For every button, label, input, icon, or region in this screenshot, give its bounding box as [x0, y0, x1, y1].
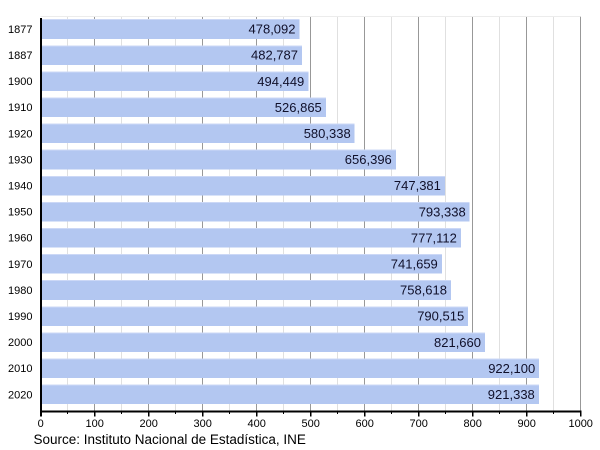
svg-text:1000: 1000 [568, 418, 592, 430]
svg-text:900: 900 [518, 418, 536, 430]
svg-text:580,338: 580,338 [304, 126, 351, 141]
svg-text:747,381: 747,381 [394, 178, 441, 193]
svg-text:1950: 1950 [8, 207, 32, 219]
svg-text:478,092: 478,092 [249, 22, 296, 37]
svg-text:482,787: 482,787 [251, 48, 298, 63]
svg-text:922,100: 922,100 [488, 361, 535, 376]
svg-text:777,112: 777,112 [411, 230, 457, 245]
svg-text:2000: 2000 [8, 337, 32, 349]
svg-text:793,338: 793,338 [419, 204, 466, 219]
svg-text:1920: 1920 [8, 128, 32, 140]
svg-text:821,660: 821,660 [434, 335, 481, 350]
svg-text:500: 500 [302, 418, 320, 430]
svg-text:200: 200 [140, 418, 158, 430]
svg-text:2010: 2010 [8, 363, 32, 375]
svg-text:0: 0 [38, 418, 44, 430]
svg-text:Source: Instituto Nacional de: Source: Instituto Nacional de Estadístic… [34, 432, 306, 447]
svg-text:494,449: 494,449 [257, 74, 304, 89]
svg-text:1970: 1970 [8, 259, 32, 271]
svg-text:1930: 1930 [8, 154, 32, 166]
svg-text:2020: 2020 [8, 389, 32, 401]
svg-text:600: 600 [356, 418, 374, 430]
svg-text:100: 100 [86, 418, 104, 430]
svg-text:1940: 1940 [8, 181, 32, 193]
svg-text:1980: 1980 [8, 285, 32, 297]
svg-text:656,396: 656,396 [345, 152, 392, 167]
svg-text:1960: 1960 [8, 233, 32, 245]
svg-text:758,618: 758,618 [400, 283, 447, 298]
svg-text:800: 800 [464, 418, 482, 430]
svg-text:526,865: 526,865 [275, 100, 322, 115]
svg-text:1900: 1900 [8, 76, 32, 88]
svg-text:300: 300 [194, 418, 212, 430]
svg-text:921,338: 921,338 [488, 387, 535, 402]
svg-text:1910: 1910 [8, 102, 32, 114]
svg-text:741,659: 741,659 [391, 257, 438, 272]
svg-text:400: 400 [248, 418, 266, 430]
svg-text:1887: 1887 [8, 50, 32, 62]
svg-text:1877: 1877 [8, 24, 32, 36]
svg-text:1990: 1990 [8, 311, 32, 323]
svg-text:700: 700 [410, 418, 428, 430]
svg-text:790,515: 790,515 [417, 309, 464, 324]
